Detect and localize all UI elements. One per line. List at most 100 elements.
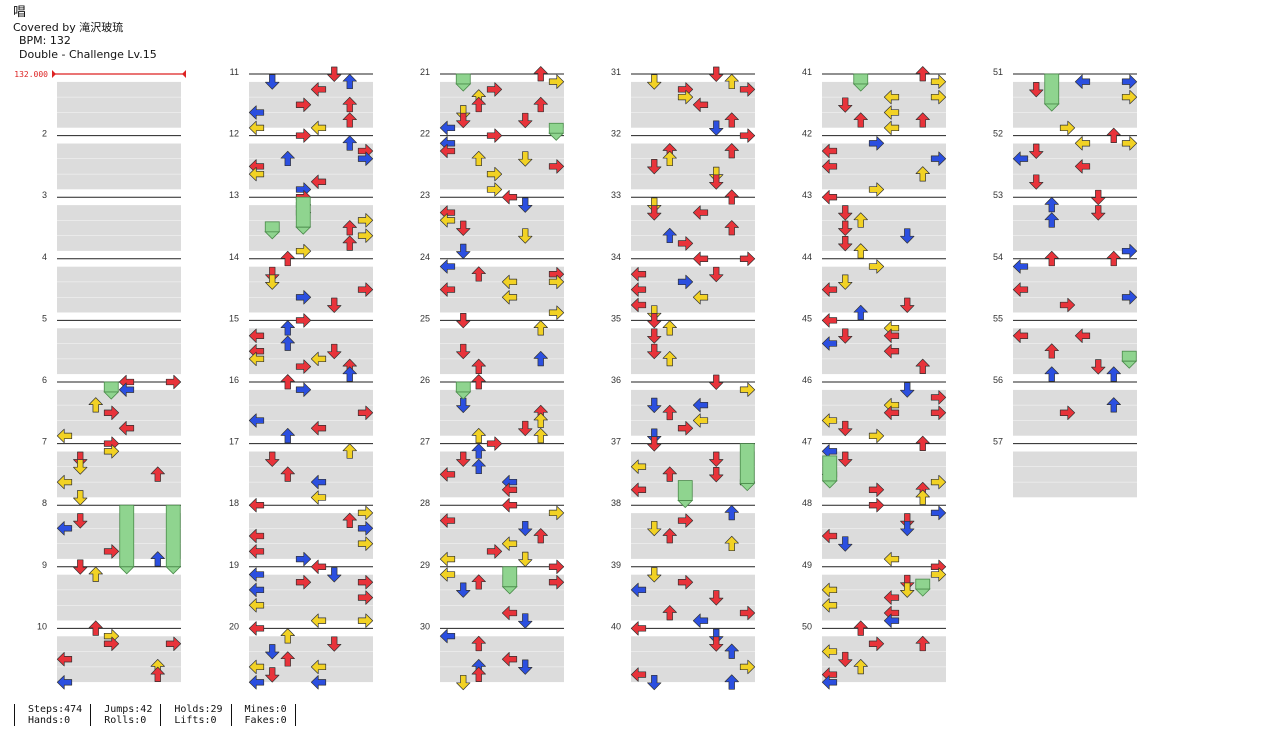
beat-stripe xyxy=(440,343,564,359)
arrow-shape xyxy=(73,451,88,467)
arrow-shape xyxy=(900,582,915,598)
beat-stripe xyxy=(249,590,373,606)
step-arrow xyxy=(248,675,265,690)
beat-stripe xyxy=(631,605,755,621)
step-arrow xyxy=(915,66,930,82)
step-arrow xyxy=(739,659,756,675)
arrow-shape xyxy=(647,305,662,321)
arrow-shape xyxy=(1012,282,1029,297)
step-arrow xyxy=(630,482,647,497)
arrow-shape xyxy=(915,435,930,451)
step-arrow xyxy=(150,551,165,567)
hold-body xyxy=(165,504,181,568)
measure-number: 5 xyxy=(42,313,47,323)
arrow-shape xyxy=(501,290,518,305)
step-arrow xyxy=(295,290,312,305)
beat-stripe xyxy=(57,174,181,190)
arrow-shape xyxy=(930,405,947,420)
step-arrow xyxy=(838,236,853,252)
arrow-shape xyxy=(1091,205,1106,221)
step-arrow xyxy=(248,120,265,136)
measure-number: 9 xyxy=(42,560,47,570)
step-arrow xyxy=(1091,205,1106,221)
step-arrow xyxy=(739,605,756,621)
step-arrow xyxy=(724,143,739,159)
measure-number: 15 xyxy=(229,313,239,323)
hold-tail xyxy=(118,566,135,575)
arrow-shape xyxy=(724,112,739,128)
step-arrow xyxy=(630,459,647,474)
arrow-shape xyxy=(533,412,548,428)
arrow-shape xyxy=(56,652,73,667)
step-arrow xyxy=(1121,243,1138,259)
arrow-shape xyxy=(1012,151,1029,166)
arrow-shape xyxy=(248,413,265,428)
arrow-shape xyxy=(456,112,471,129)
step-arrow xyxy=(647,205,662,221)
arrow-shape xyxy=(439,567,456,582)
arrow-shape xyxy=(1044,250,1059,267)
arrow-shape xyxy=(310,174,327,189)
step-arrow xyxy=(501,190,518,205)
arrow-shape xyxy=(677,513,694,528)
beat-stripe xyxy=(1013,174,1137,190)
step-arrow xyxy=(868,259,885,274)
arrow-shape xyxy=(165,636,182,651)
arrow-shape xyxy=(456,105,471,121)
arrow-shape xyxy=(248,120,265,136)
step-arrow xyxy=(709,590,724,606)
arrow-shape xyxy=(692,397,709,413)
arrow-shape xyxy=(662,404,677,421)
arrow-shape xyxy=(310,675,327,690)
step-arrow xyxy=(915,166,930,182)
step-arrow xyxy=(883,605,900,621)
arrow-shape xyxy=(930,74,947,89)
beat-stripe xyxy=(249,158,373,174)
arrow-shape xyxy=(821,336,838,351)
arrow-shape xyxy=(248,567,265,582)
arrow-shape xyxy=(280,250,295,267)
step-arrow xyxy=(853,304,868,321)
step-arrow xyxy=(295,382,312,397)
step-arrow xyxy=(471,374,486,390)
step-arrow xyxy=(883,89,900,105)
step-arrow xyxy=(883,397,900,413)
arrow-shape xyxy=(821,667,838,682)
hold-tail xyxy=(501,586,518,595)
step-arrow xyxy=(677,274,694,290)
step-arrow xyxy=(821,667,838,682)
step-arrow xyxy=(1091,189,1106,206)
step-arrow xyxy=(709,451,724,467)
measure-number: 54 xyxy=(993,252,1003,262)
arrow-shape xyxy=(930,390,947,405)
beat-stripe xyxy=(631,389,755,405)
beat-stripe xyxy=(1013,220,1137,236)
beat-stripe xyxy=(249,328,373,344)
step-arrow xyxy=(647,520,662,537)
arrow-shape xyxy=(724,73,739,90)
arrow-shape xyxy=(265,451,280,467)
step-arrow xyxy=(853,620,868,636)
beat-stripe xyxy=(631,297,755,313)
step-arrow xyxy=(724,674,739,690)
arrow-shape xyxy=(327,66,342,82)
step-arrow xyxy=(662,227,677,244)
stat-mines: Mines:0 xyxy=(244,704,287,715)
step-arrow xyxy=(439,259,456,274)
step-arrow xyxy=(709,120,724,136)
hold-body xyxy=(915,578,931,590)
beat-stripe xyxy=(1013,205,1137,221)
step-arrow xyxy=(518,613,533,629)
arrow-shape xyxy=(647,197,662,213)
step-arrow xyxy=(692,97,709,112)
arrow-shape xyxy=(357,151,374,166)
arrow-shape xyxy=(439,143,456,159)
beat-stripe xyxy=(822,205,946,221)
beat-stripe xyxy=(57,81,181,97)
step-arrow xyxy=(724,73,739,90)
arrow-shape xyxy=(647,567,662,583)
beat-stripe xyxy=(440,112,564,128)
step-arrow xyxy=(150,666,165,682)
step-arrow xyxy=(1012,328,1029,343)
beat-stripe xyxy=(631,220,755,236)
